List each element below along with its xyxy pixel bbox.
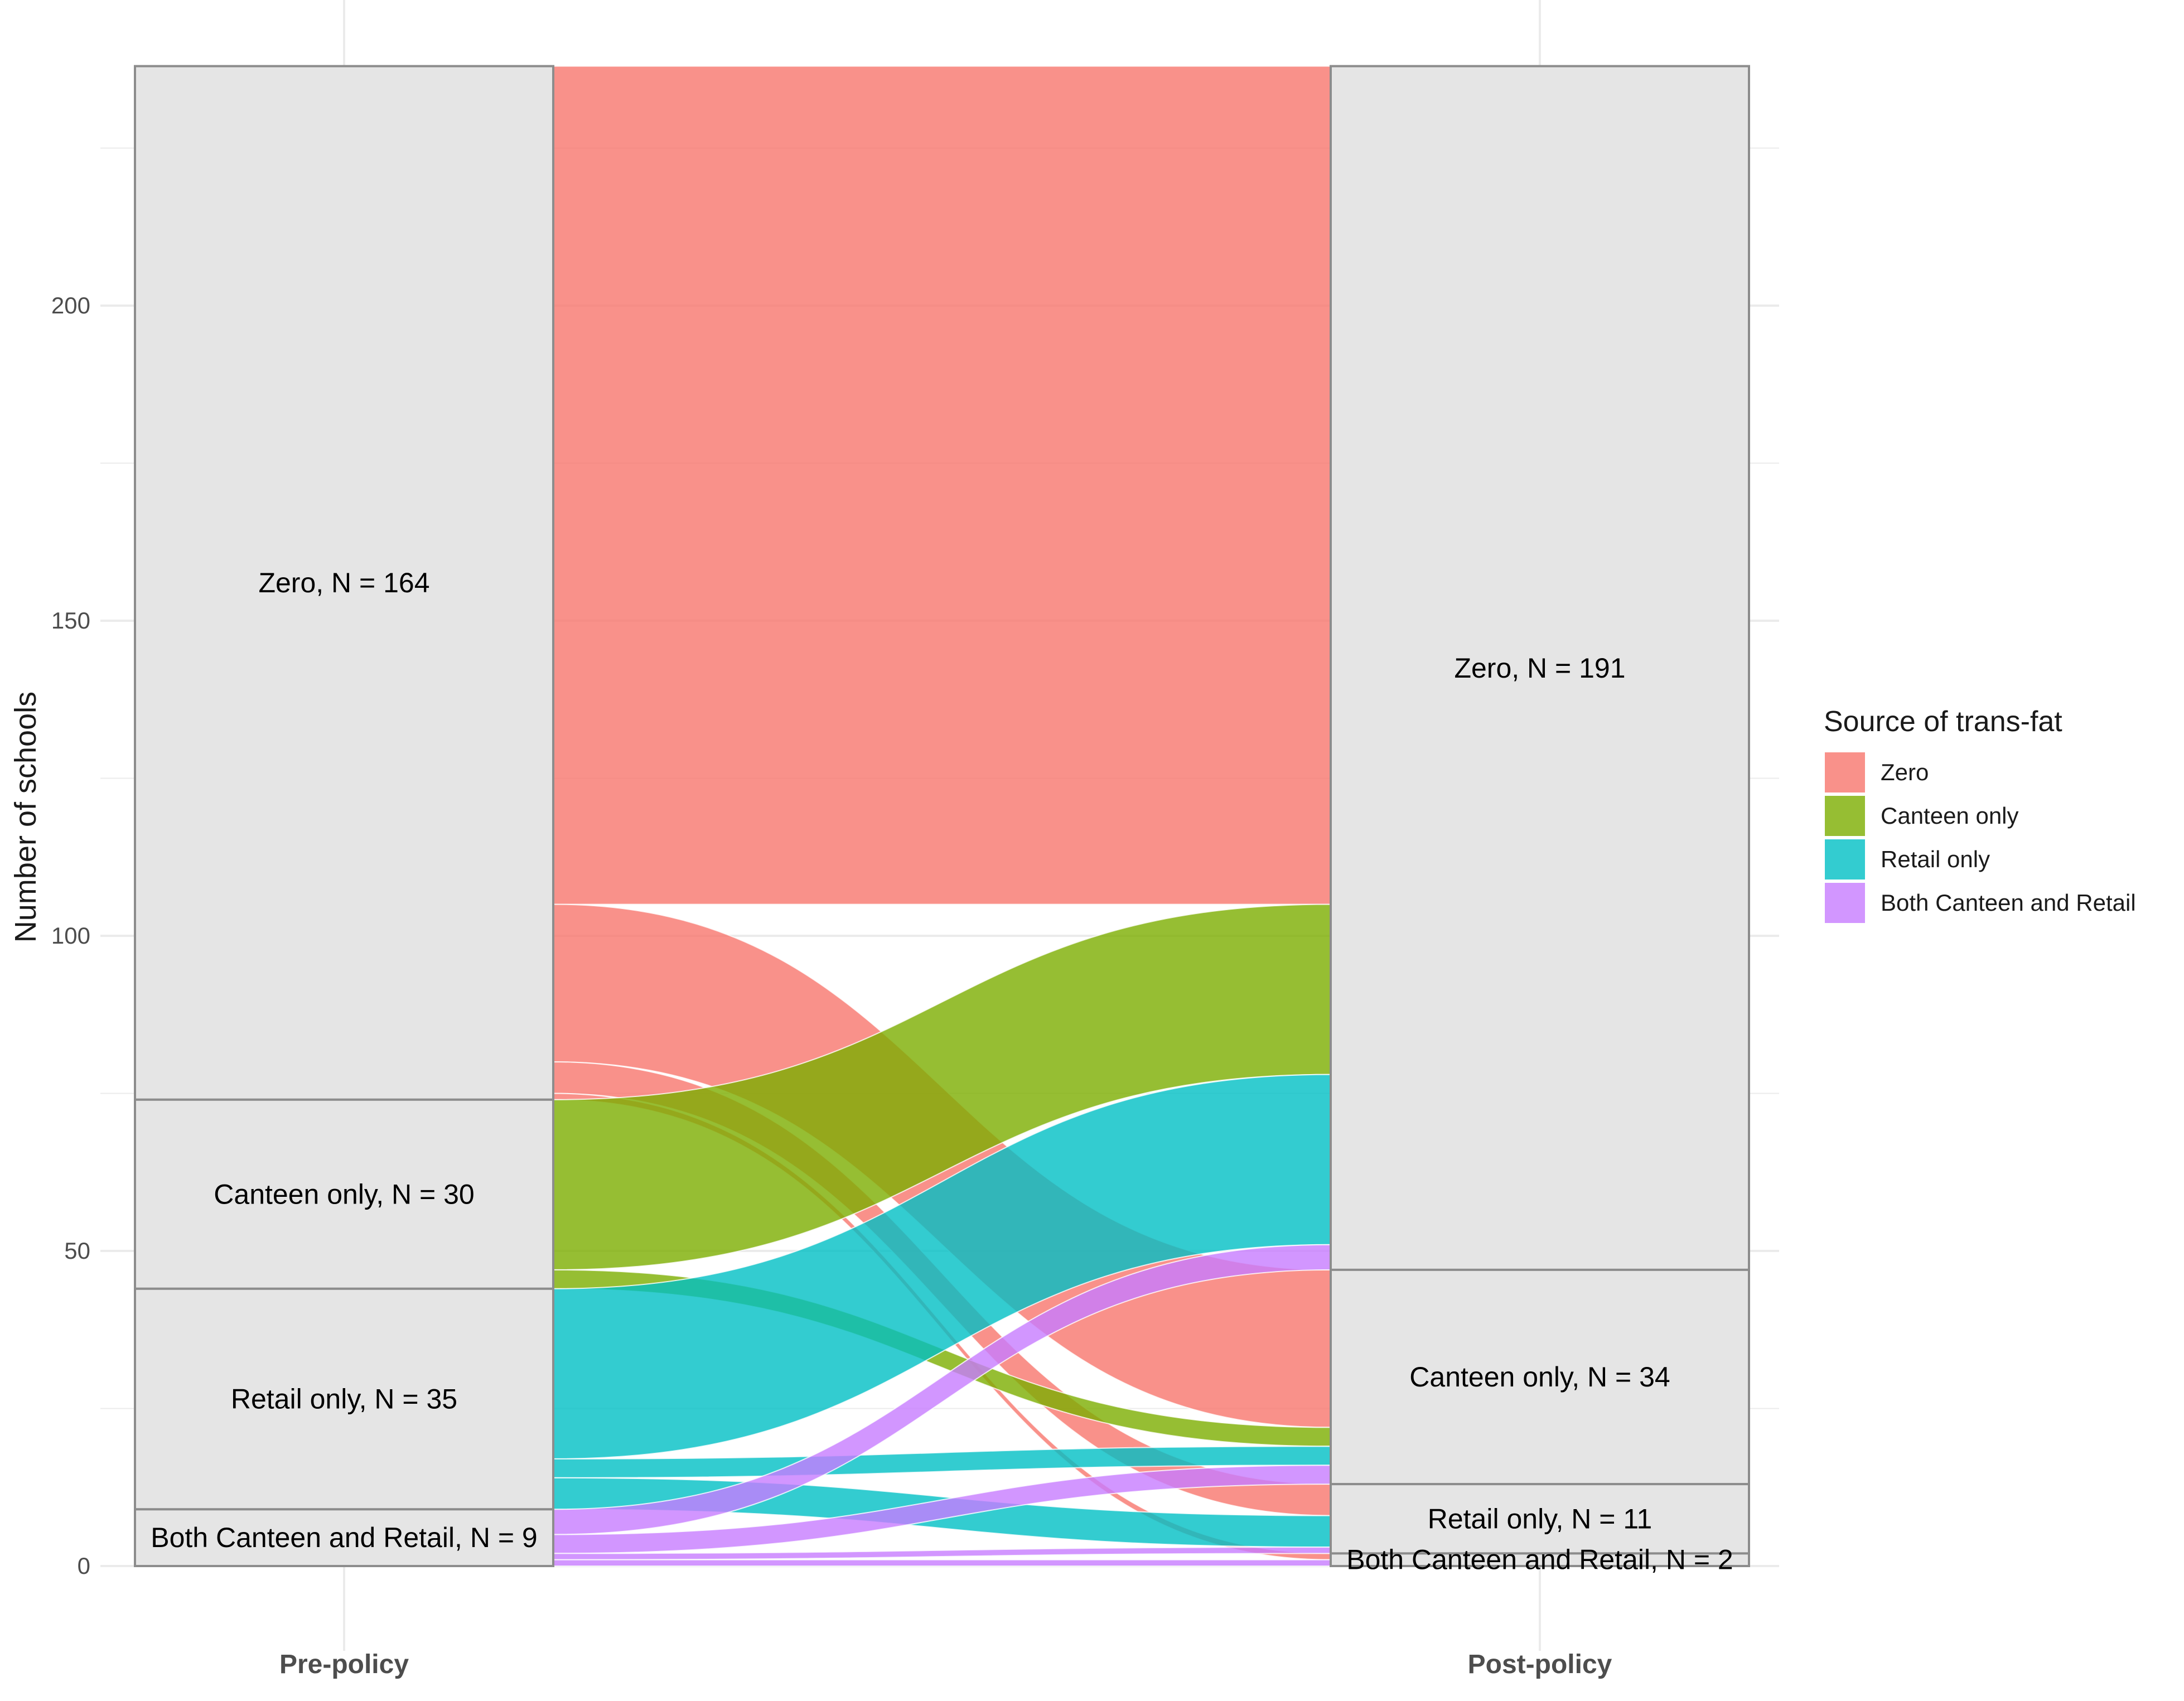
flow-zero-to-zero: [553, 65, 1331, 905]
legend-title: Source of trans-fat: [1824, 705, 2062, 738]
flow-both-canteen-and-retail-to-both-canteen-and-retail: [553, 1559, 1331, 1567]
y-tick-label: 50: [64, 1238, 90, 1264]
legend: Source of trans-fat Zero Canteen only Reta…: [1824, 705, 2136, 923]
y-tick-label: 200: [51, 292, 90, 318]
stratum-pre-both-canteen-and-retail: [134, 1508, 554, 1568]
stratum-label-pre-canteen-only: Canteen only, N = 30: [214, 1178, 474, 1210]
y-axis-ticks: 0 50 100 150 200: [51, 292, 90, 1579]
stratum-post-retail-only: [1330, 1483, 1750, 1555]
legend-label-both-canteen-and-retail: Both Canteen and Retail: [1881, 890, 2136, 916]
stratum-label-pre-retail-only: Retail only, N = 35: [231, 1384, 457, 1415]
legend-key-both-canteen-and-retail: [1825, 883, 1865, 923]
stratum-label-post-zero: Zero, N = 191: [1454, 653, 1625, 684]
y-tick-label: 0: [78, 1553, 90, 1579]
stratum-pre-zero: [134, 65, 554, 1101]
legend-key-canteen-only: [1825, 796, 1865, 836]
stratum-post-zero: [1330, 65, 1750, 1271]
stratum-label-pre-both-canteen-and-retail: Both Canteen and Retail, N = 9: [151, 1522, 538, 1553]
legend-key-zero: [1825, 752, 1865, 792]
stratum-label-post-retail-only: Retail only, N = 11: [1428, 1503, 1653, 1534]
x-tick-post-policy: Post-policy: [1468, 1650, 1612, 1679]
y-axis-title: Number of schools: [9, 692, 42, 943]
legend-key-retail-only: [1825, 839, 1865, 880]
legend-label-zero: Zero: [1881, 759, 1929, 785]
stratum-post-both-canteen-and-retail: [1330, 1552, 1750, 1567]
strata: Zero, N = 164 Canteen only, N = 30 Retail …: [134, 65, 1750, 1576]
legend-label-retail-only: Retail only: [1881, 846, 1990, 872]
legend-items: Zero Canteen only Retail only Both Canteen …: [1825, 752, 2136, 923]
stratum-post-canteen-only: [1330, 1268, 1750, 1486]
stratum-label-pre-zero: Zero, N = 164: [258, 567, 429, 598]
stratum-label-post-both-canteen-and-retail: Both Canteen and Retail, N = 2: [1346, 1544, 1733, 1576]
x-axis-ticks: Pre-policy Post-policy: [279, 1650, 1612, 1679]
stratum-pre-retail-only: [134, 1287, 554, 1511]
legend-label-canteen-only: Canteen only: [1881, 803, 2019, 829]
flows: [553, 65, 1331, 1567]
y-tick-label: 100: [51, 922, 90, 949]
y-tick-label: 150: [51, 607, 90, 634]
stratum-label-post-canteen-only: Canteen only, N = 34: [1409, 1361, 1670, 1393]
stratum-pre-canteen-only: [134, 1098, 554, 1290]
x-tick-pre-policy: Pre-policy: [279, 1650, 409, 1679]
